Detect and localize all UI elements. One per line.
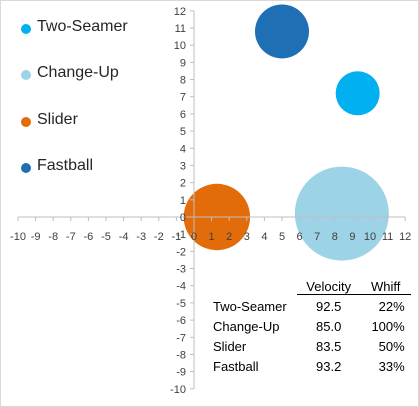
stats-pitch-name: Change-Up xyxy=(213,319,280,334)
stats-whiff: 22% xyxy=(378,299,405,314)
stats-row: Two-Seamer 92.5 22% xyxy=(207,295,411,316)
y-axis-tick-label: 2 xyxy=(180,178,186,190)
stats-pitch-name: Slider xyxy=(213,339,247,354)
y-axis-tick-label: -5 xyxy=(176,298,186,310)
y-axis-tick-label: 11 xyxy=(175,23,186,35)
stats-header-row: Velocity Whiff xyxy=(207,278,411,295)
bubble-layer xyxy=(183,4,389,261)
y-axis-tick-label: -10 xyxy=(170,384,186,396)
stats-row: Slider 83.5 50% xyxy=(207,335,411,355)
stats-pitch-name: Two-Seamer xyxy=(213,298,287,314)
x-axis-tick-label: -3 xyxy=(136,231,146,243)
x-axis-tick-label: 10 xyxy=(364,231,376,243)
y-axis-tick-label: 9 xyxy=(180,57,186,69)
y-axis-tick-label: 8 xyxy=(180,75,186,87)
stats-header-whiff: Whiff xyxy=(360,278,411,295)
x-axis-tick-label: -8 xyxy=(48,231,58,243)
y-axis-tick-label: -2 xyxy=(176,246,186,258)
y-axis-tick-label: 1 xyxy=(180,195,186,207)
x-axis-tick-label: 11 xyxy=(382,231,393,243)
pitch-stats-table: Velocity Whiff Two-Seamer 92.5 22% Chang… xyxy=(207,278,411,375)
y-axis-tick-label: 4 xyxy=(180,143,186,155)
stats-header-velocity: Velocity xyxy=(296,278,361,295)
y-axis-tick-label: -6 xyxy=(176,315,186,327)
x-axis-tick-label: 9 xyxy=(349,231,355,243)
stats-velocity: 92.5 xyxy=(316,299,342,314)
y-axis-tick-label: -7 xyxy=(176,332,186,344)
stats-header-pitch xyxy=(207,278,297,295)
legend-label-fastball: Fastball xyxy=(37,157,94,174)
x-axis-tick-label: 0 xyxy=(191,231,197,243)
x-axis-tick-label: -9 xyxy=(31,231,41,243)
y-axis-tick-label: 6 xyxy=(180,109,186,121)
x-axis-tick-label: 2 xyxy=(226,231,232,243)
legend-marker-fastball xyxy=(21,163,31,173)
bubble-change-up xyxy=(294,166,389,261)
y-axis-tick-label: -8 xyxy=(176,349,186,361)
x-axis-tick-label: 6 xyxy=(297,231,303,243)
legend-label-two-seamer: Two-Seamer xyxy=(37,18,128,35)
x-axis-tick-label: 12 xyxy=(399,231,411,243)
y-axis-tick-label: -1 xyxy=(176,229,186,241)
x-axis-tick-label: 1 xyxy=(209,231,215,243)
stats-row: Change-Up 85.0 100% xyxy=(207,315,411,335)
x-axis-tick-label: 3 xyxy=(244,231,250,243)
legend-marker-two-seamer xyxy=(21,24,31,34)
legend-marker-change-up xyxy=(21,70,31,80)
x-axis-tick-label: -5 xyxy=(101,231,111,243)
stats-velocity: 85.0 xyxy=(316,319,342,334)
x-axis-tick-label: 5 xyxy=(279,231,285,243)
x-axis-tick-label: -10 xyxy=(10,231,26,243)
legend-label-slider: Slider xyxy=(37,111,78,128)
y-axis-tick-label: 7 xyxy=(180,92,186,104)
y-axis-tick-label: -3 xyxy=(176,264,186,276)
stats-whiff: 100% xyxy=(371,319,405,334)
stats-whiff: 50% xyxy=(378,339,405,354)
axes xyxy=(17,10,406,390)
x-axis-tick-labels: -10 -9 -8 -7 -6 -5 -4 -3 -2 -1 0 1 2 3 4 5 6 7 8 9 10 11 12 xyxy=(10,231,411,243)
x-axis-tick-label: -1 xyxy=(172,231,182,243)
y-axis-tick-label: 12 xyxy=(174,6,186,18)
y-axis-tick-label: -4 xyxy=(176,281,186,293)
legend-marker-slider xyxy=(21,117,31,127)
x-axis-tick-label: -4 xyxy=(119,231,129,243)
legend-label-change-up: Change-Up xyxy=(37,64,119,81)
y-axis-tick-label: -9 xyxy=(176,367,186,379)
x-axis-tick-label: -2 xyxy=(154,231,164,243)
y-axis-tick-label: 5 xyxy=(180,126,186,138)
x-axis-tick-label: 8 xyxy=(332,231,338,243)
y-axis-tick-label: 0 xyxy=(180,212,186,224)
stats-pitch-name: Fastball xyxy=(213,359,259,374)
stats-whiff: 33% xyxy=(378,359,405,374)
bubble-fastball xyxy=(255,4,309,59)
stats-velocity: 93.2 xyxy=(316,359,342,374)
stats-row: Fastball 93.2 33% xyxy=(207,355,411,375)
y-axis-tick-label: 3 xyxy=(180,160,186,172)
x-axis-tick-label: -6 xyxy=(84,231,94,243)
x-axis-tick-label: 4 xyxy=(261,231,267,243)
y-axis-tick-label: 10 xyxy=(174,40,186,52)
x-axis-tick-label: -7 xyxy=(66,231,76,243)
bubble-two-seamer xyxy=(335,71,380,116)
x-axis-tick-label: 7 xyxy=(314,231,320,243)
stats-velocity: 83.5 xyxy=(316,339,342,354)
